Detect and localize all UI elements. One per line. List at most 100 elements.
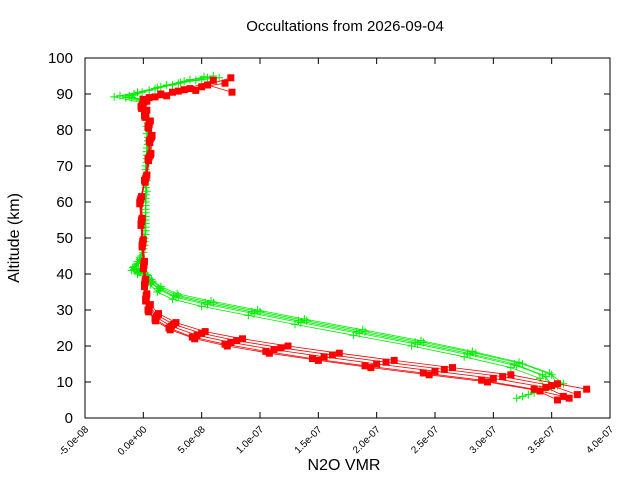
data-point bbox=[320, 353, 328, 361]
chart-title: Occultations from 2026-09-04 bbox=[246, 18, 444, 35]
data-point bbox=[554, 396, 561, 404]
data-point bbox=[154, 284, 163, 293]
data-point bbox=[489, 374, 497, 382]
data-point bbox=[233, 337, 241, 345]
data-point bbox=[583, 385, 591, 393]
data-point bbox=[168, 295, 177, 304]
data-point bbox=[565, 394, 573, 402]
data-point bbox=[284, 342, 292, 350]
y-tick-label: 80 bbox=[56, 122, 73, 139]
data-point bbox=[155, 310, 162, 318]
data-point bbox=[142, 297, 150, 305]
data-point bbox=[138, 243, 146, 251]
data-point bbox=[538, 370, 547, 379]
data-point bbox=[270, 346, 278, 354]
data-point bbox=[411, 338, 420, 347]
data-point bbox=[143, 290, 151, 298]
data-point bbox=[440, 365, 448, 373]
data-point bbox=[507, 371, 515, 379]
data-point bbox=[193, 331, 201, 339]
data-point bbox=[200, 72, 208, 81]
data-point bbox=[352, 327, 361, 336]
data-point bbox=[143, 106, 151, 114]
data-point bbox=[192, 86, 200, 94]
y-tick-label: 90 bbox=[56, 86, 73, 103]
data-point bbox=[157, 91, 165, 99]
data-point bbox=[463, 349, 472, 358]
data-point bbox=[390, 356, 398, 364]
data-point bbox=[145, 308, 153, 316]
data-point bbox=[130, 90, 138, 98]
data-point bbox=[180, 86, 188, 94]
data-point bbox=[277, 344, 285, 352]
data-point bbox=[554, 380, 561, 388]
data-point bbox=[419, 369, 427, 377]
data-point bbox=[548, 382, 556, 390]
data-point bbox=[478, 376, 486, 384]
data-point bbox=[335, 349, 343, 357]
data-point bbox=[515, 358, 523, 367]
data-point bbox=[204, 81, 211, 89]
x-axis-label: N2O VMR bbox=[308, 457, 381, 474]
data-point bbox=[152, 317, 160, 325]
y-axis-label: Altitude (km) bbox=[6, 193, 23, 283]
data-point bbox=[163, 92, 171, 100]
data-point bbox=[382, 358, 390, 366]
data-point bbox=[227, 338, 235, 346]
data-point bbox=[137, 221, 145, 229]
data-point bbox=[197, 302, 206, 311]
data-point bbox=[541, 372, 550, 381]
data-point bbox=[239, 335, 246, 343]
data-point bbox=[425, 371, 433, 379]
data-point bbox=[136, 200, 144, 208]
y-tick-label: 20 bbox=[56, 338, 73, 355]
data-point bbox=[361, 362, 369, 370]
data-point bbox=[510, 360, 519, 368]
data-point bbox=[223, 342, 231, 350]
data-point bbox=[228, 88, 236, 96]
data-point bbox=[191, 335, 199, 343]
data-point bbox=[545, 369, 554, 377]
data-point bbox=[506, 363, 515, 372]
data-point bbox=[145, 157, 153, 165]
data-point bbox=[294, 316, 303, 325]
data-point bbox=[141, 257, 148, 265]
data-point bbox=[146, 139, 154, 147]
series-square bbox=[136, 74, 591, 404]
data-point bbox=[148, 131, 156, 139]
data-point bbox=[449, 364, 456, 372]
data-point bbox=[139, 265, 147, 273]
y-tick-label: 50 bbox=[56, 230, 73, 247]
data-point bbox=[166, 326, 174, 334]
data-point bbox=[373, 360, 381, 368]
data-point bbox=[153, 83, 162, 92]
data-point bbox=[221, 79, 229, 87]
data-point bbox=[146, 117, 154, 125]
data-point bbox=[142, 187, 151, 196]
data-point bbox=[328, 351, 336, 359]
data-point bbox=[138, 104, 146, 112]
data-point bbox=[518, 392, 527, 401]
data-point bbox=[143, 171, 151, 179]
data-point bbox=[309, 355, 316, 363]
series-layer bbox=[110, 72, 591, 404]
data-point bbox=[484, 378, 491, 386]
data-point bbox=[512, 394, 521, 403]
data-point bbox=[367, 364, 375, 372]
data-point bbox=[198, 83, 206, 91]
data-point bbox=[265, 349, 273, 357]
y-tick-label: 30 bbox=[56, 302, 73, 319]
profile bbox=[136, 86, 567, 400]
data-point bbox=[133, 269, 142, 278]
data-point bbox=[138, 214, 146, 222]
data-point bbox=[227, 74, 235, 82]
data-point bbox=[142, 275, 150, 283]
data-point bbox=[536, 387, 544, 395]
data-point bbox=[145, 124, 153, 132]
data-point bbox=[191, 76, 200, 85]
y-tick-label: 0 bbox=[65, 410, 73, 427]
data-point bbox=[143, 97, 151, 105]
data-point bbox=[169, 291, 178, 300]
